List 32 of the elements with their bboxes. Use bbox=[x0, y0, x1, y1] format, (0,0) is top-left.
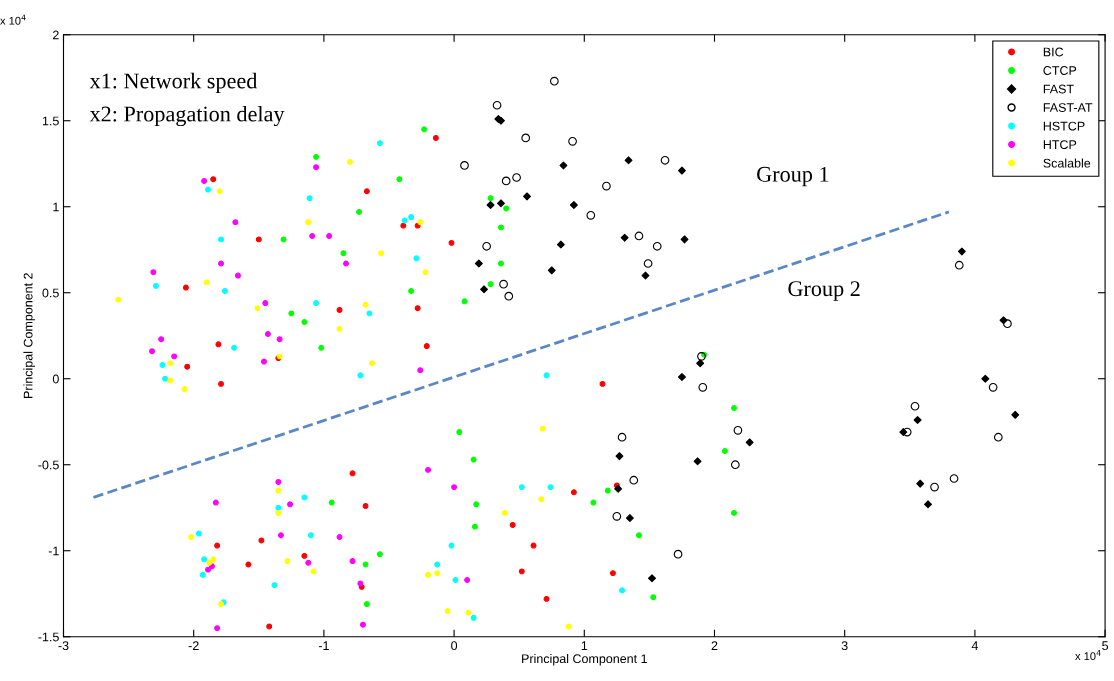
legend-label: BIC bbox=[1043, 47, 1064, 57]
y-tick-label: 0 bbox=[52, 374, 59, 384]
x-tick-label: 4 bbox=[971, 641, 978, 650]
x-tick-label: 3 bbox=[841, 641, 848, 651]
legend-label: Scalable bbox=[1043, 158, 1091, 168]
x-tick-label: 5 bbox=[1102, 641, 1109, 651]
text: x 10$^{4}$ bbox=[0, 14, 26, 25]
annotation: x2: Propagation delay bbox=[89, 105, 285, 127]
x-tick-label: 0 bbox=[451, 641, 458, 651]
legend-label: FAST bbox=[1043, 84, 1074, 94]
x-tick-label: -3 bbox=[58, 641, 69, 651]
y-tick-label: 1 bbox=[53, 202, 59, 212]
x-axis-title: Principal Component 1 bbox=[522, 653, 647, 666]
x-tick-label: 1 bbox=[581, 641, 588, 650]
y-tick-label: 2 bbox=[53, 30, 59, 40]
y-tick-label: 0.5 bbox=[42, 288, 59, 298]
legend-label: CTCP bbox=[1043, 66, 1077, 75]
legend-label: HTCP bbox=[1043, 140, 1077, 150]
y-tick-label: -1.5 bbox=[38, 632, 59, 642]
y-axis-title: Principal Component 2 bbox=[23, 273, 36, 398]
x-tick-label: 2 bbox=[711, 641, 718, 650]
y-tick-label: 1.5 bbox=[42, 116, 59, 126]
legend-label: HSTCP bbox=[1043, 121, 1085, 131]
annotation: Group 2 bbox=[788, 281, 860, 301]
text: x 10$^{4}$ bbox=[1075, 650, 1101, 661]
annotation: x1: Network speed bbox=[89, 72, 258, 93]
y-tick-label: -1 bbox=[48, 546, 59, 556]
legend-label: FAST-AT bbox=[1043, 103, 1093, 112]
y-tick-label: -0.5 bbox=[38, 460, 59, 470]
x-tick-label: -1 bbox=[318, 641, 329, 650]
annotation: Group 1 bbox=[757, 166, 829, 187]
x-tick-label: -2 bbox=[188, 641, 199, 650]
